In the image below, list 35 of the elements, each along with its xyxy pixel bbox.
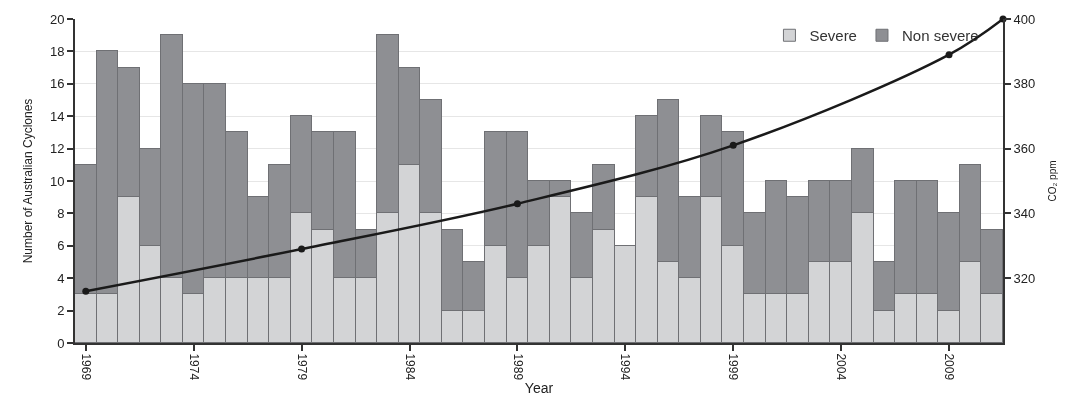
- y2-tick-label: 360: [1013, 141, 1036, 157]
- x-tick-label: 1974: [186, 353, 201, 381]
- y2-tick-label: 340: [1013, 205, 1036, 221]
- y-tick-label: 18: [49, 43, 65, 59]
- x-tick-label: 1989: [510, 353, 525, 381]
- y-tick-label: 4: [57, 270, 65, 286]
- legend-label: Severe: [809, 27, 857, 45]
- point: [729, 141, 737, 149]
- y-tick-label: 16: [49, 76, 65, 92]
- y-axis-title: Number of Australian Cyclones: [20, 98, 35, 264]
- y-tick-label: 14: [49, 108, 65, 124]
- x-tick-label: 1999: [726, 353, 741, 381]
- point: [945, 51, 953, 59]
- x-tick-label: 1994: [618, 353, 633, 381]
- y2-tick-label: 320: [1013, 270, 1036, 286]
- y-tick-label: 6: [57, 238, 65, 254]
- y2-axis-title: CO₂ ppm: [1047, 160, 1059, 202]
- x-tick-label: 2009: [942, 353, 957, 381]
- x-tick-label: 2004: [834, 353, 849, 381]
- legend-label: Non severe: [901, 27, 979, 45]
- point: [298, 245, 306, 253]
- point: [513, 200, 521, 208]
- y-tick-label: 0: [57, 335, 65, 351]
- y2-tick-label: 380: [1013, 76, 1036, 92]
- y-tick-label: 10: [49, 173, 65, 189]
- y-tick-label: 8: [57, 205, 65, 221]
- y-tick-label: 2: [57, 303, 65, 319]
- y2-tick-label: 400: [1013, 11, 1036, 27]
- point: [82, 287, 90, 295]
- y-tick-label: 12: [49, 141, 65, 157]
- x-tick-label: 1969: [78, 353, 93, 381]
- x-tick-label: 1984: [402, 353, 417, 381]
- x-tick-label: 1979: [294, 353, 309, 381]
- x-axis-title: Year: [524, 380, 554, 397]
- y-tick-label: 20: [49, 11, 65, 27]
